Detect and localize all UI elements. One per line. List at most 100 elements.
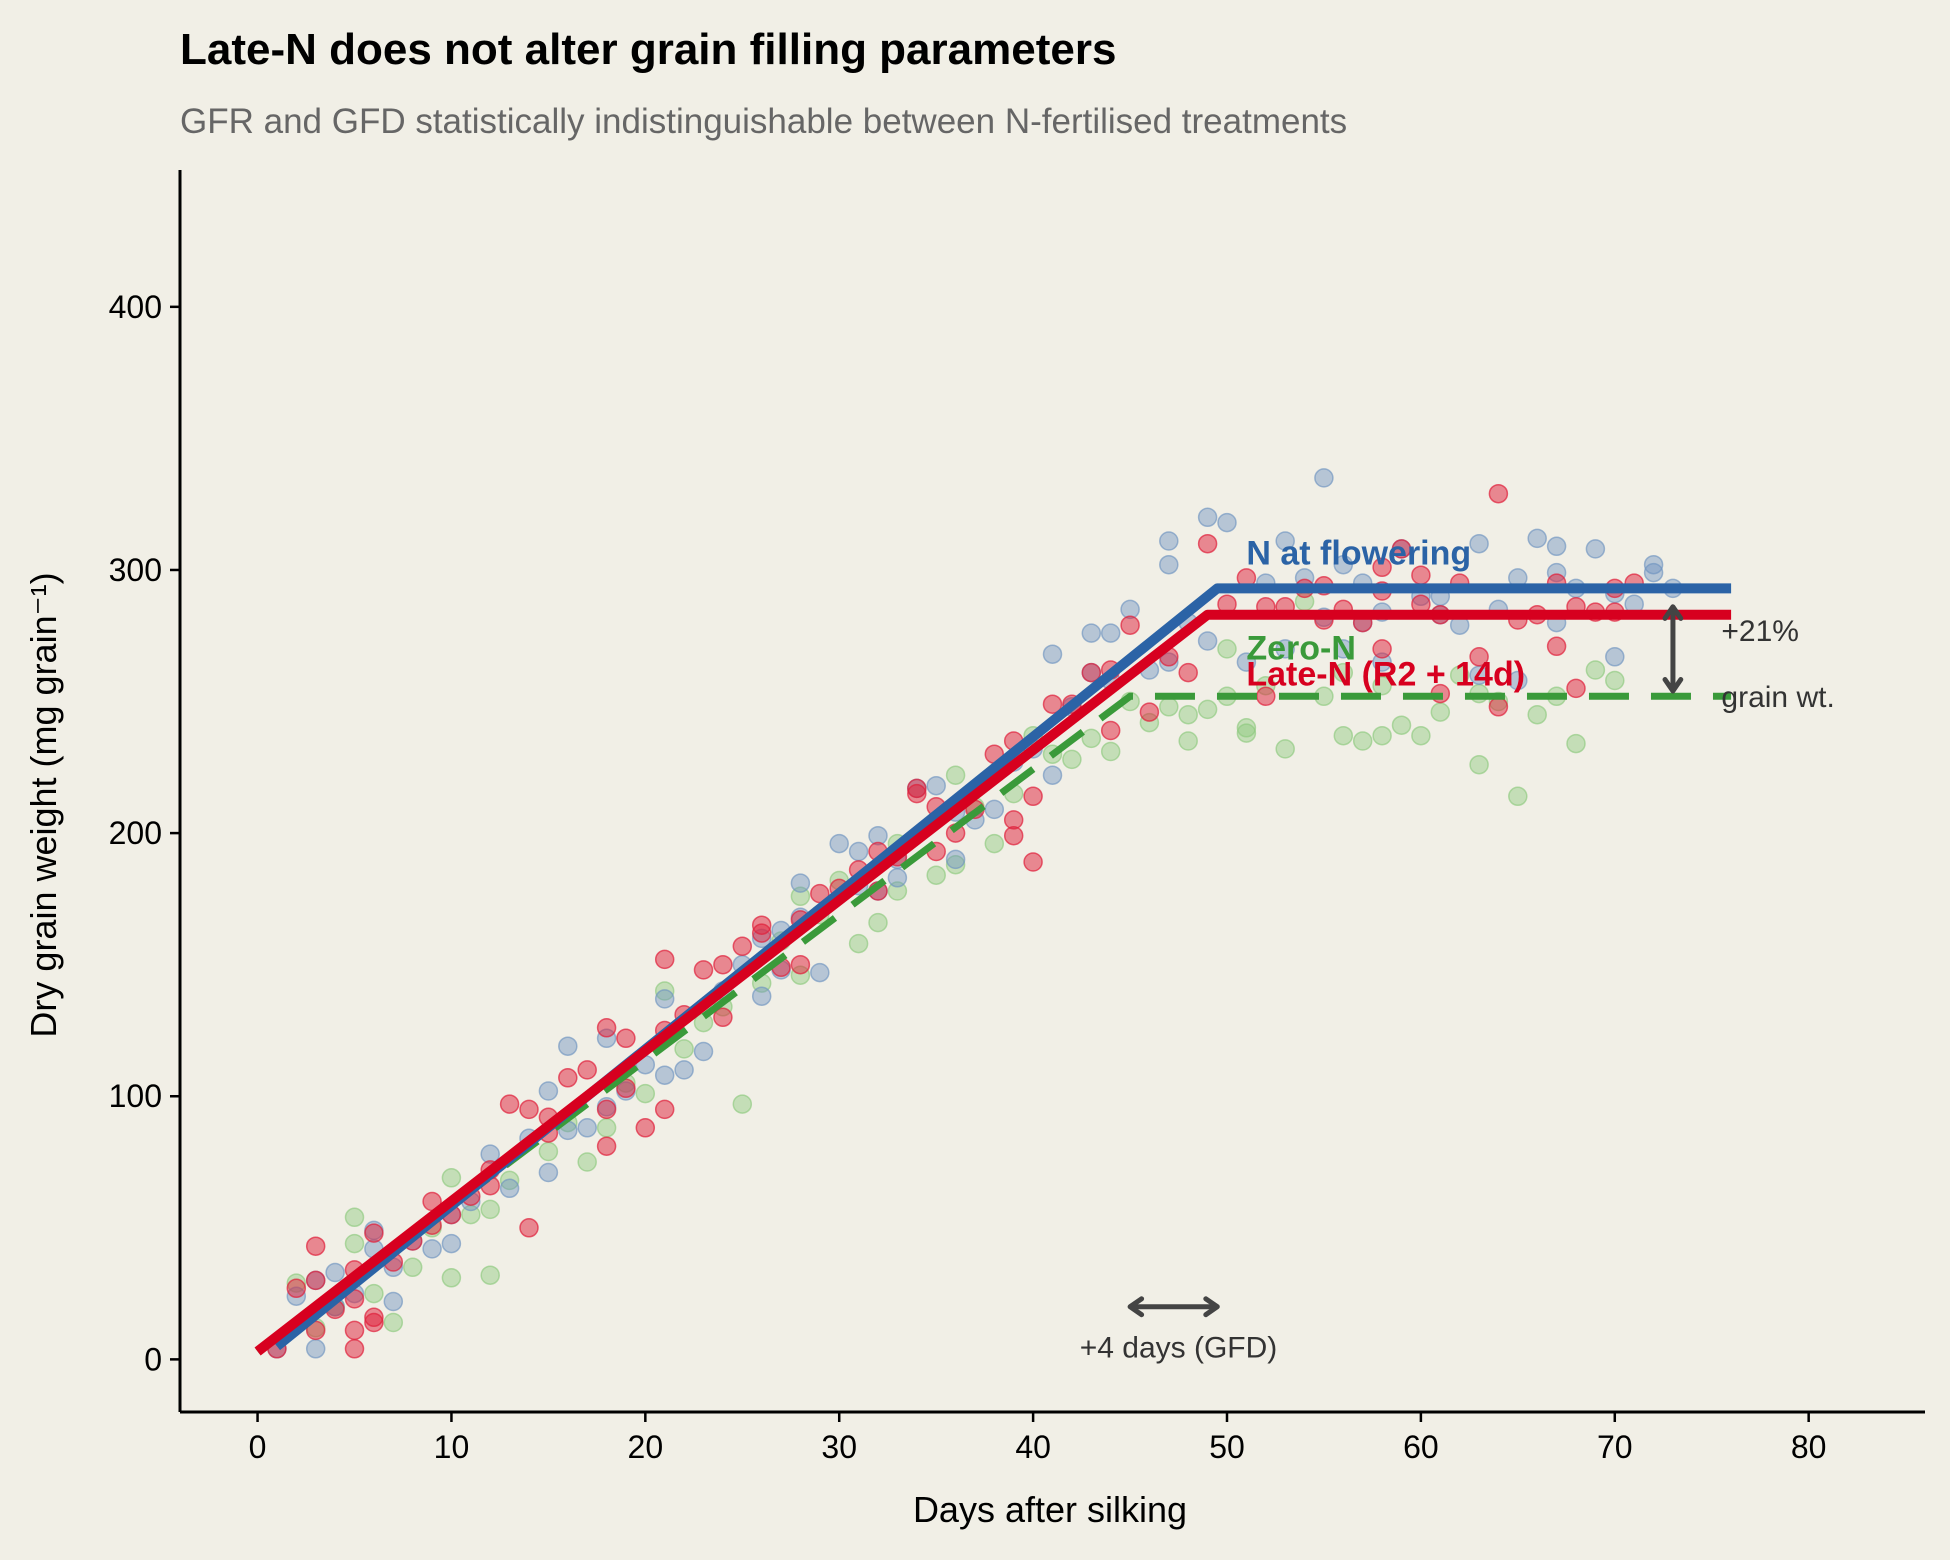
- series-label: Late-N (R2 + 14d): [1246, 656, 1525, 694]
- data-point: [538, 1081, 559, 1101]
- data-point: [1178, 704, 1198, 725]
- data-point: [441, 1233, 462, 1254]
- data-point: [1042, 765, 1063, 785]
- data-point: [868, 912, 888, 933]
- scatter-points: [267, 468, 1683, 1359]
- data-point: [1372, 639, 1392, 659]
- data-point: [1566, 733, 1586, 754]
- x-axis-label: Days after silking: [913, 1489, 1187, 1530]
- data-point: [984, 833, 1005, 854]
- grainwt-arrow-head: [1662, 677, 1684, 694]
- series-label: Zero-N: [1246, 629, 1356, 667]
- axes: 0 10 20 30 40 50 60 70 80 0 100 200 300 400: [109, 170, 1925, 1465]
- x-tick-label: 0: [249, 1429, 267, 1465]
- data-point: [1275, 531, 1295, 551]
- data-point: [732, 936, 753, 957]
- data-point: [1178, 662, 1198, 683]
- data-point: [1352, 731, 1373, 751]
- data-point: [654, 981, 675, 1001]
- data-point: [1469, 754, 1489, 775]
- data-point: [383, 1291, 404, 1312]
- data-point: [1042, 694, 1063, 714]
- data-point: [1391, 715, 1412, 735]
- data-point: [422, 1239, 442, 1259]
- data-point: [693, 960, 714, 980]
- data-point: [596, 1136, 617, 1156]
- data-point: [364, 1307, 384, 1328]
- data-point: [674, 1060, 694, 1080]
- data-point: [1081, 662, 1102, 683]
- data-point: [1236, 652, 1257, 672]
- data-point: [538, 1162, 559, 1183]
- data-point: [305, 1339, 326, 1359]
- gfd-arrow-head: [1127, 1296, 1145, 1318]
- data-point: [480, 1265, 500, 1285]
- data-point: [1546, 636, 1567, 657]
- data-point: [1391, 539, 1412, 559]
- data-point: [577, 1060, 597, 1080]
- data-point: [1003, 825, 1024, 846]
- data-point: [945, 765, 966, 785]
- data-point: [1488, 697, 1509, 717]
- data-point: [1178, 731, 1198, 751]
- data-point: [654, 1099, 675, 1120]
- data-point: [1333, 554, 1354, 575]
- data-point: [790, 886, 811, 907]
- fit-line: [273, 583, 1732, 1351]
- data-point: [577, 1152, 597, 1172]
- y-tick-label: 400: [109, 289, 162, 325]
- data-point: [1527, 704, 1547, 725]
- data-point: [596, 1018, 617, 1038]
- data-point: [1023, 852, 1043, 872]
- data-point: [1372, 557, 1392, 578]
- data-point: [1469, 647, 1489, 667]
- data-point: [945, 854, 966, 875]
- data-point: [383, 1312, 404, 1333]
- data-point: [1275, 639, 1295, 659]
- data-point: [654, 1065, 675, 1085]
- data-point: [344, 1207, 365, 1228]
- data-point: [402, 1257, 423, 1278]
- data-point: [829, 833, 849, 854]
- y-tick-label: 200: [109, 815, 162, 851]
- data-point: [945, 849, 966, 870]
- data-point: [751, 923, 772, 943]
- data-point: [848, 841, 869, 862]
- data-point: [1546, 536, 1567, 557]
- data-point: [1605, 647, 1625, 667]
- data-point: [1023, 786, 1043, 807]
- data-point: [1372, 725, 1392, 746]
- x-tick-label: 10: [434, 1429, 470, 1465]
- data-point: [558, 1068, 578, 1088]
- data-point: [480, 1199, 500, 1220]
- gfd-arrow-head: [1203, 1296, 1220, 1318]
- data-point: [1236, 718, 1257, 738]
- data-point: [1120, 615, 1140, 635]
- data-point: [1643, 562, 1664, 583]
- y-tick-label: 0: [144, 1341, 162, 1377]
- chart-subtitle: GFR and GFD statistically indistinguisha…: [180, 102, 1347, 141]
- data-point: [325, 1262, 345, 1283]
- data-point: [1081, 728, 1102, 749]
- data-point: [926, 865, 946, 885]
- data-point: [1488, 483, 1509, 504]
- x-tick-label: 50: [1209, 1429, 1245, 1465]
- data-point: [364, 1223, 384, 1243]
- data-point: [848, 933, 869, 954]
- data-point: [1042, 644, 1063, 664]
- data-point: [790, 873, 811, 893]
- data-point: [713, 954, 733, 975]
- data-point: [596, 1099, 617, 1120]
- data-point: [1197, 699, 1218, 720]
- x-tick-label: 80: [1791, 1429, 1827, 1465]
- grainwt-annotation-line1: +21%: [1721, 615, 1799, 648]
- y-axis-label: Dry grain weight (mg grain⁻¹): [23, 572, 64, 1037]
- data-point: [344, 1320, 365, 1341]
- data-point: [693, 1041, 714, 1062]
- fit-line: [255, 692, 1732, 1355]
- data-point: [1585, 539, 1606, 559]
- data-point: [1062, 749, 1082, 770]
- data-point: [577, 1118, 597, 1138]
- data-point: [926, 775, 946, 796]
